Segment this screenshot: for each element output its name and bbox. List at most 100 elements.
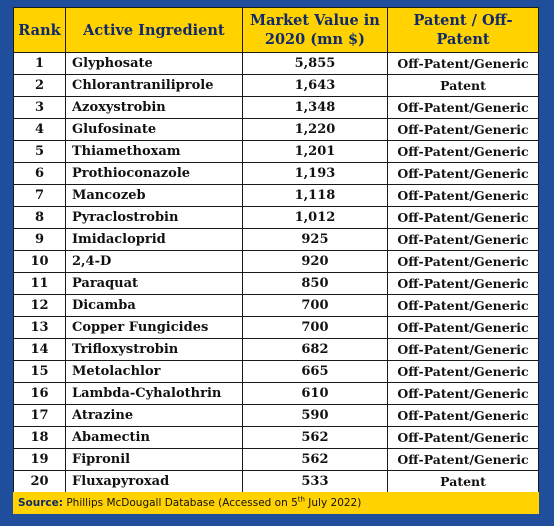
table-row: 18 Abamectin 562 Off-Patent/Generic xyxy=(13,426,539,449)
ingredient-cell: Pyraclostrobin xyxy=(64,206,243,229)
table-row: 19 Fipronil 562 Off-Patent/Generic xyxy=(13,448,539,471)
market-value-cell: 1,220 xyxy=(241,118,389,141)
market-value-cell: 590 xyxy=(241,404,389,427)
source-label: Source: xyxy=(18,497,63,509)
table-row: 1 Glyphosate 5,855 Off-Patent/Generic xyxy=(13,52,539,75)
rank-cell: 15 xyxy=(13,360,66,383)
patent-status-cell: Off-Patent/Generic xyxy=(387,162,539,185)
patent-status-cell: Off-Patent/Generic xyxy=(387,360,539,383)
source-text-before: Phillips McDougall Database (Accessed on… xyxy=(66,497,298,509)
rank-cell: 12 xyxy=(13,294,66,317)
table-body: 1 Glyphosate 5,855 Off-Patent/Generic 2 Chlor… xyxy=(13,52,539,493)
rank-cell: 16 xyxy=(13,382,66,405)
rank-cell: 10 xyxy=(13,250,66,273)
source-note: Source: Phillips McDougall Database (Acc… xyxy=(13,492,539,514)
ingredient-cell: Imidacloprid xyxy=(64,228,243,251)
table-row: 15 Metolachlor 665 Off-Patent/Generic xyxy=(13,360,539,383)
table-row: 12 Dicamba 700 Off-Patent/Generic xyxy=(13,294,539,317)
ingredient-cell: Abamectin xyxy=(64,426,243,449)
market-value-cell: 700 xyxy=(241,294,389,317)
market-value-cell: 920 xyxy=(241,250,389,273)
market-value-cell: 700 xyxy=(241,316,389,339)
market-value-cell: 1,348 xyxy=(241,96,389,119)
table-row: 17 Atrazine 590 Off-Patent/Generic xyxy=(13,404,539,427)
rank-cell: 11 xyxy=(13,272,66,295)
market-value-cell: 1,012 xyxy=(241,206,389,229)
patent-status-cell: Off-Patent/Generic xyxy=(387,96,539,119)
rank-cell: 17 xyxy=(13,404,66,427)
patent-status-cell: Off-Patent/Generic xyxy=(387,272,539,295)
source-superscript: th xyxy=(297,495,305,504)
agrochemical-table: Rank Active Ingredient Market Value in 2… xyxy=(13,7,539,493)
table-row: 7 Mancozeb 1,118 Off-Patent/Generic xyxy=(13,184,539,207)
table-row: 20 Fluxapyroxad 533 Patent xyxy=(13,470,539,493)
patent-status-cell: Off-Patent/Generic xyxy=(387,52,539,75)
patent-status-cell: Patent xyxy=(387,74,539,97)
header-rank: Rank xyxy=(13,7,66,53)
rank-cell: 6 xyxy=(13,162,66,185)
rank-cell: 2 xyxy=(13,74,66,97)
rank-cell: 8 xyxy=(13,206,66,229)
table-row: 16 Lambda-Cyhalothrin 610 Off-Patent/Generi… xyxy=(13,382,539,405)
patent-status-cell: Off-Patent/Generic xyxy=(387,316,539,339)
rank-cell: 7 xyxy=(13,184,66,207)
rank-cell: 5 xyxy=(13,140,66,163)
ingredient-cell: Glufosinate xyxy=(64,118,243,141)
rank-cell: 9 xyxy=(13,228,66,251)
patent-status-cell: Patent xyxy=(387,470,539,493)
source-text-after: July 2022) xyxy=(304,497,362,509)
ingredient-cell: Lambda-Cyhalothrin xyxy=(64,382,243,405)
ingredient-cell: Glyphosate xyxy=(64,52,243,75)
rank-cell: 3 xyxy=(13,96,66,119)
patent-status-cell: Off-Patent/Generic xyxy=(387,294,539,317)
market-value-cell: 1,118 xyxy=(241,184,389,207)
market-value-cell: 5,855 xyxy=(241,52,389,75)
market-value-cell: 665 xyxy=(241,360,389,383)
ingredient-cell: Mancozeb xyxy=(64,184,243,207)
market-value-cell: 925 xyxy=(241,228,389,251)
ingredient-cell: Azoxystrobin xyxy=(64,96,243,119)
ingredient-cell: Fipronil xyxy=(64,448,243,471)
patent-status-cell: Off-Patent/Generic xyxy=(387,426,539,449)
patent-status-cell: Off-Patent/Generic xyxy=(387,118,539,141)
header-patent: Patent / Off-Patent xyxy=(387,7,539,53)
market-value-cell: 1,643 xyxy=(241,74,389,97)
header-ingredient: Active Ingredient xyxy=(64,7,243,53)
rank-cell: 18 xyxy=(13,426,66,449)
rank-cell: 14 xyxy=(13,338,66,361)
rank-cell: 1 xyxy=(13,52,66,75)
header-row: Rank Active Ingredient Market Value in 2… xyxy=(13,7,539,53)
market-value-cell: 682 xyxy=(241,338,389,361)
market-value-cell: 610 xyxy=(241,382,389,405)
ingredient-cell: Copper Fungicides xyxy=(64,316,243,339)
patent-status-cell: Off-Patent/Generic xyxy=(387,228,539,251)
header-market-value-line2: 2020 (mn $) xyxy=(264,31,366,48)
table-row: 3 Azoxystrobin 1,348 Off-Patent/Generic xyxy=(13,96,539,119)
ingredient-cell: Thiamethoxam xyxy=(64,140,243,163)
market-value-cell: 1,201 xyxy=(241,140,389,163)
market-value-cell: 562 xyxy=(241,426,389,449)
table-row: 2 Chlorantraniliprole 1,643 Patent xyxy=(13,74,539,97)
patent-status-cell: Off-Patent/Generic xyxy=(387,382,539,405)
table-row: 14 Trifloxystrobin 682 Off-Patent/Generic xyxy=(13,338,539,361)
table-row: 11 Paraquat 850 Off-Patent/Generic xyxy=(13,272,539,295)
ingredient-cell: Paraquat xyxy=(64,272,243,295)
patent-status-cell: Off-Patent/Generic xyxy=(387,206,539,229)
market-value-cell: 562 xyxy=(241,448,389,471)
ingredient-cell: Chlorantraniliprole xyxy=(64,74,243,97)
rank-cell: 4 xyxy=(13,118,66,141)
rank-cell: 20 xyxy=(13,470,66,493)
table-row: 9 Imidacloprid 925 Off-Patent/Generic xyxy=(13,228,539,251)
rank-cell: 19 xyxy=(13,448,66,471)
market-value-cell: 1,193 xyxy=(241,162,389,185)
patent-status-cell: Off-Patent/Generic xyxy=(387,140,539,163)
ingredient-cell: 2,4-D xyxy=(64,250,243,273)
table-row: 6 Prothioconazole 1,193 Off-Patent/Generic xyxy=(13,162,539,185)
header-market-value: Market Value in 2020 (mn $) xyxy=(241,7,389,53)
market-value-cell: 850 xyxy=(241,272,389,295)
table-row: 10 2,4-D 920 Off-Patent/Generic xyxy=(13,250,539,273)
ingredient-cell: Trifloxystrobin xyxy=(64,338,243,361)
ingredient-cell: Dicamba xyxy=(64,294,243,317)
patent-status-cell: Off-Patent/Generic xyxy=(387,250,539,273)
ingredient-cell: Atrazine xyxy=(64,404,243,427)
